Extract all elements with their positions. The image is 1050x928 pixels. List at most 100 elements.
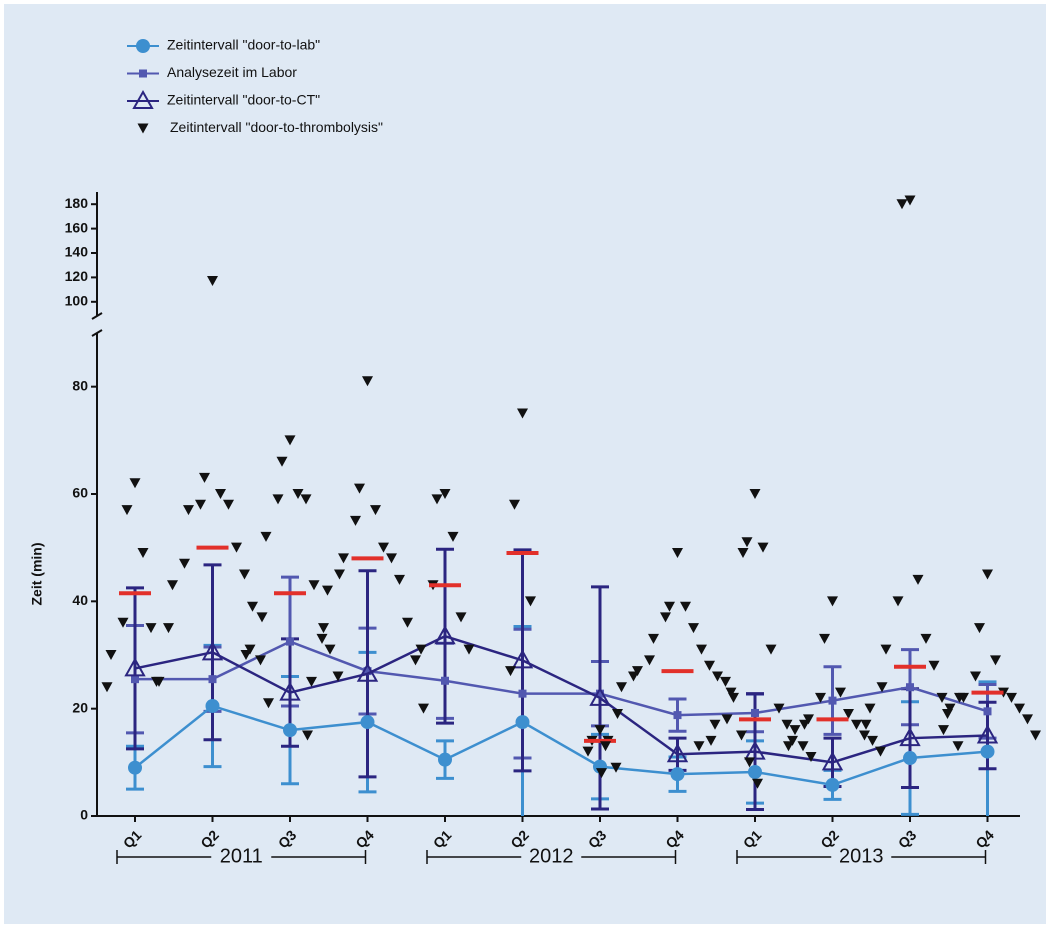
group-label-bg: [211, 847, 272, 867]
marker: [239, 569, 250, 580]
marker: [378, 542, 389, 553]
marker: [263, 698, 274, 709]
marker: [589, 686, 611, 706]
marker: [944, 703, 956, 714]
marker: [247, 601, 258, 612]
legend-label: Analysezeit im Labor: [167, 64, 297, 80]
marker: [244, 644, 256, 655]
marker: [904, 195, 916, 206]
marker: [596, 689, 604, 698]
marker: [851, 719, 862, 730]
legend-marker: [136, 39, 150, 53]
y-tick-label: 60: [72, 485, 88, 501]
marker: [803, 714, 814, 725]
marker: [195, 499, 206, 510]
marker: [680, 601, 691, 612]
marker: [360, 715, 375, 730]
marker: [402, 617, 413, 628]
marker: [644, 655, 655, 666]
marker: [805, 751, 817, 762]
marker: [509, 499, 520, 510]
legend-marker: [139, 69, 147, 78]
marker: [912, 574, 924, 585]
marker: [394, 574, 405, 585]
marker: [892, 596, 904, 607]
marker: [117, 617, 129, 628]
marker: [131, 675, 139, 684]
marker: [332, 671, 344, 682]
marker: [431, 494, 443, 505]
y-tick-label: 80: [72, 377, 88, 393]
marker: [896, 199, 908, 210]
marker: [825, 777, 840, 792]
y-tick-label: 140: [65, 244, 89, 260]
marker: [736, 730, 747, 741]
marker: [828, 696, 837, 705]
marker: [410, 655, 421, 666]
marker: [970, 671, 981, 682]
group-label-bg: [831, 847, 892, 867]
marker: [954, 692, 965, 703]
marker: [976, 724, 999, 744]
marker: [518, 689, 527, 698]
axis-break: [91, 329, 103, 337]
marker: [505, 666, 516, 677]
marker: [316, 633, 328, 644]
marker: [741, 537, 753, 548]
group-label: 2012: [529, 845, 574, 867]
marker: [463, 644, 475, 655]
marker: [302, 730, 313, 741]
marker: [145, 623, 157, 634]
marker: [920, 633, 932, 644]
marker: [101, 682, 113, 693]
marker: [704, 660, 715, 671]
marker: [709, 719, 721, 730]
marker: [292, 489, 304, 499]
marker: [773, 703, 785, 714]
marker: [205, 698, 220, 713]
marker: [283, 723, 297, 738]
legend-label: Zeitintervall "door-to-CT": [167, 92, 320, 108]
marker: [660, 612, 671, 623]
marker: [980, 744, 995, 759]
marker: [819, 633, 830, 644]
marker: [362, 376, 373, 387]
marker: [705, 735, 717, 746]
marker: [447, 531, 459, 542]
marker: [199, 472, 210, 483]
marker: [596, 768, 607, 779]
legend-marker: [137, 123, 149, 134]
marker: [737, 548, 749, 559]
marker: [797, 741, 809, 752]
marker: [441, 676, 449, 685]
marker: [725, 687, 737, 698]
marker: [129, 478, 141, 489]
marker: [208, 675, 217, 684]
y-tick-label: 100: [65, 293, 89, 309]
legend-label: Zeitintervall "door-to-thrombolysis": [170, 119, 383, 135]
marker: [712, 671, 723, 682]
marker: [880, 644, 892, 655]
marker: [990, 655, 1001, 666]
y-axis-label: Zeit (min): [29, 543, 45, 606]
marker: [582, 746, 594, 757]
marker: [240, 650, 252, 660]
series-line: [135, 640, 988, 717]
marker: [121, 505, 133, 516]
marker: [983, 707, 992, 716]
marker: [859, 730, 870, 741]
marker: [843, 709, 854, 720]
marker: [720, 676, 731, 687]
marker: [600, 741, 611, 752]
marker: [821, 751, 844, 771]
marker: [1022, 714, 1033, 725]
marker: [517, 408, 528, 419]
marker: [279, 681, 301, 701]
marker: [455, 612, 467, 623]
marker: [1014, 703, 1025, 714]
marker: [386, 553, 397, 564]
marker: [167, 580, 178, 591]
marker: [673, 711, 682, 720]
marker: [354, 483, 365, 494]
marker: [350, 515, 361, 526]
